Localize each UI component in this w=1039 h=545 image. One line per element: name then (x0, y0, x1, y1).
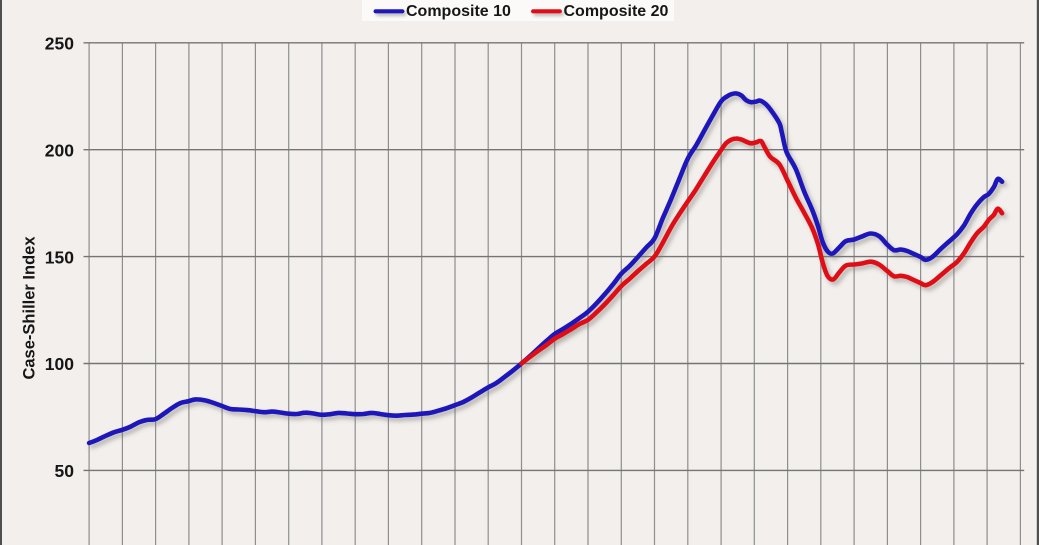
svg-text:200: 200 (45, 140, 74, 160)
svg-text:Composite 20: Composite 20 (564, 3, 669, 20)
svg-text:Case-Shiller Index: Case-Shiller Index (21, 236, 39, 380)
svg-text:50: 50 (55, 461, 75, 481)
svg-text:Composite 10: Composite 10 (406, 3, 511, 20)
svg-text:100: 100 (45, 354, 74, 374)
svg-text:250: 250 (45, 34, 74, 54)
svg-text:150: 150 (45, 247, 74, 267)
